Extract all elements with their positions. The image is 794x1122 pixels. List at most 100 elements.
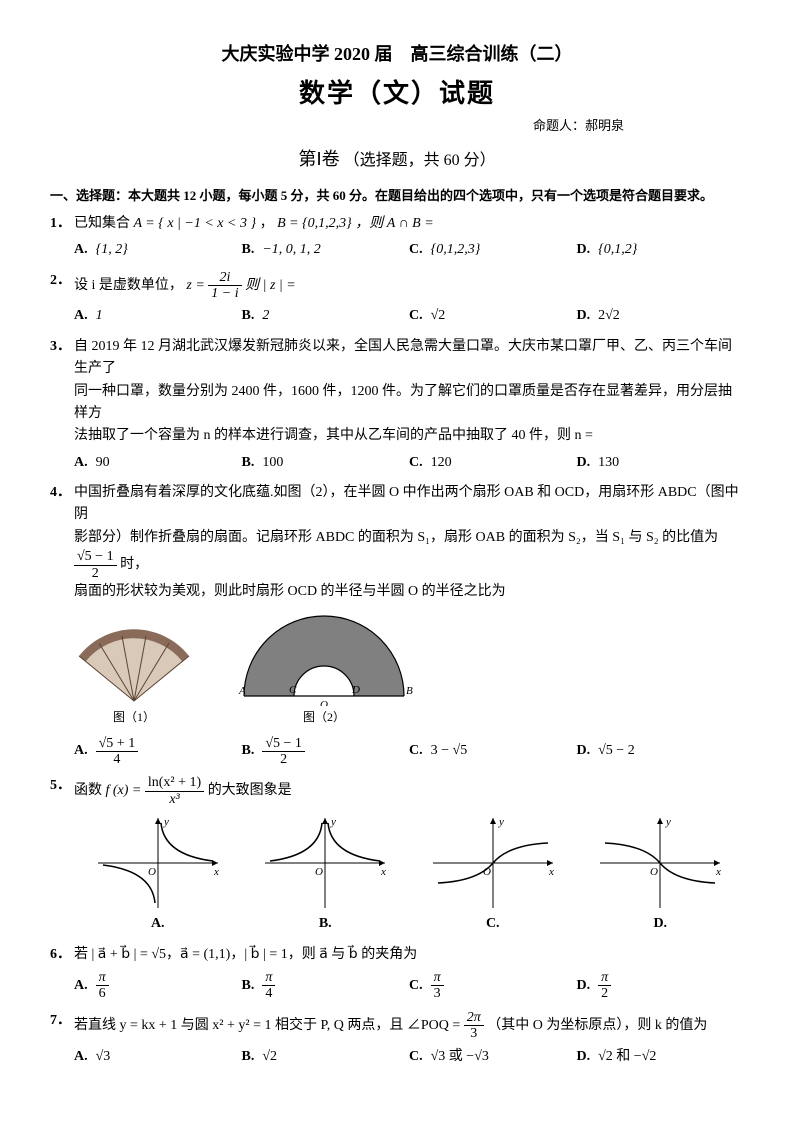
svg-text:y: y: [665, 816, 671, 828]
question-6: 6． 若 | a⃗ + b⃗ | = √5，a⃗ = (1,1)，| b⃗ | …: [50, 944, 744, 1002]
q4-line2b: 时，: [120, 557, 148, 572]
q4-ratio-den: 2: [74, 566, 117, 581]
exam-header-school: 大庆实验中学 2020 届 高三综合训练（二）: [50, 40, 744, 69]
q1-opt-c: {0,1,2,3}: [431, 239, 481, 261]
q7-opt-c: √3 或 −√3: [431, 1046, 489, 1068]
q2-frac-num: 2i: [208, 270, 241, 286]
q1-opt-a-label: A.: [74, 239, 88, 261]
q5-text-pre: 函数: [74, 784, 106, 799]
q3-opt-b-label: B.: [242, 452, 255, 474]
q7-opt-b-label: B.: [242, 1046, 255, 1068]
svg-text:x: x: [213, 866, 219, 878]
q4-opt-c-label: C.: [409, 740, 423, 762]
q5-fnum: ln(x² + 1): [145, 775, 204, 791]
q3-opt-c: 120: [431, 452, 452, 474]
q4-opt-a-label: A.: [74, 740, 88, 762]
q3-opt-b: 100: [262, 452, 283, 474]
q4-ratio: √5 − 1 2: [74, 549, 117, 581]
q7-number: 7．: [50, 1010, 74, 1032]
q5-graphs: x y O A. x y O: [74, 813, 744, 935]
q6-opt-a-label: A.: [74, 975, 88, 997]
q2-opt-c-label: C.: [409, 305, 423, 327]
q5-graph-a: x y O A.: [93, 813, 223, 935]
q4-a-num: √5 + 1: [96, 736, 139, 752]
q4-opt-b-label: B.: [242, 740, 255, 762]
q1-text-pre: 已知集合: [74, 216, 134, 231]
part-desc: （选择题，共 60 分）: [344, 152, 496, 169]
svg-text:x: x: [380, 866, 386, 878]
q5-number: 5．: [50, 775, 74, 797]
q1-sep1: ，: [260, 216, 274, 231]
q4-line3: 扇面的形状较为美观，则此时扇形 OCD 的半径与半圆 O 的半径之比为: [74, 581, 744, 603]
q4-line2a: 影部分）制作折叠扇的扇面。记扇环形 ABDC 的面积为 S₁，扇形 OAB 的面…: [74, 530, 718, 545]
q2-frac-den: 1 − i: [208, 286, 241, 301]
q4-ratio-num: √5 − 1: [74, 549, 117, 565]
q3-opt-d-label: D.: [577, 452, 591, 474]
q6-c-num: π: [431, 970, 444, 986]
q7-opt-a-label: A.: [74, 1046, 88, 1068]
q4-fig2-cap: 图（2）: [234, 708, 414, 727]
q6-body: 若 | a⃗ + b⃗ | = √5，a⃗ = (1,1)，| b⃗ | = 1…: [74, 944, 744, 966]
q7-opt-d: √2 和 −√2: [598, 1046, 656, 1068]
question-2: 2． 设 i 是虚数单位， z = 2i 1 − i 则 | z | = A.1…: [50, 270, 744, 328]
question-7: 7． 若直线 y = kx + 1 与圆 x² + y² = 1 相交于 P, …: [50, 1010, 744, 1068]
q5-frac: ln(x² + 1) x³: [145, 775, 204, 807]
section-1-heading: 一、选择题：本大题共 12 小题，每小题 5 分，共 60 分。在题目给出的四个…: [50, 186, 744, 207]
q1-opt-d-label: D.: [577, 239, 591, 261]
svg-text:A: A: [238, 685, 246, 697]
q6-c-den: 3: [431, 986, 444, 1001]
svg-text:y: y: [163, 816, 169, 828]
q1-body: 已知集合 A = { x | −1 < x < 3 } ， B = {0,1,2…: [74, 213, 744, 235]
part-number: 第Ⅰ卷: [298, 149, 339, 169]
q4-opt-d-label: D.: [577, 740, 591, 762]
q4-options: A. √5 + 1 4 B. √5 − 1 2 C.3 − √5 D.√5 − …: [74, 736, 744, 768]
q7-options: A.√3 B.√2 C.√3 或 −√3 D.√2 和 −√2: [74, 1046, 744, 1068]
q6-opt-d-label: D.: [577, 975, 591, 997]
graph-d-icon: x y O: [595, 813, 725, 913]
q5-tail: 的大致图象是: [208, 784, 292, 799]
q1-opt-d: {0,1,2}: [598, 239, 637, 261]
q6-opt-b: π4: [262, 970, 275, 1002]
semicircle-diagram: A B C D O: [234, 611, 414, 706]
q4-number: 4．: [50, 482, 74, 504]
svg-text:O: O: [148, 866, 156, 878]
q3-opt-a-label: A.: [74, 452, 88, 474]
q4-figures: 图（1） A B C D O 图（2）: [74, 611, 744, 727]
exam-title: 数学（文）试题: [50, 73, 744, 115]
q3-options: A.90 B.100 C.120 D.130: [74, 452, 744, 474]
q2-options: A.1 B.2 C.√2 D.2√2: [74, 305, 744, 327]
q2-opt-a: 1: [96, 305, 103, 327]
q5-opt-b: B.: [260, 913, 390, 935]
part-label: 第Ⅰ卷 （选择题，共 60 分）: [50, 145, 744, 174]
q3-number: 3．: [50, 336, 74, 358]
q1-opt-a: {1, 2}: [96, 239, 128, 261]
q3-line2: 同一种口罩，数量分别为 2400 件，1600 件，1200 件。为了解它们的口…: [74, 381, 744, 426]
q2-frac: 2i 1 − i: [208, 270, 241, 302]
q6-opt-c: π3: [431, 970, 444, 1002]
q3-body: 自 2019 年 12 月湖北武汉爆发新冠肺炎以来，全国人民急需大量口罩。大庆市…: [74, 336, 744, 448]
svg-text:O: O: [320, 699, 328, 706]
q1-opt-c-label: C.: [409, 239, 423, 261]
graph-a-icon: x y O: [93, 813, 223, 913]
q6-a-den: 6: [96, 986, 109, 1001]
q5-opt-a: A.: [93, 913, 223, 935]
q7-text-a: 若直线 y = kx + 1 与圆 x² + y² = 1 相交于 P, Q 两…: [74, 1018, 464, 1033]
q5-graph-c: x y O C.: [428, 813, 558, 935]
q6-d-den: 2: [598, 986, 611, 1001]
q4-b-den: 2: [262, 752, 305, 767]
q7-opt-d-label: D.: [577, 1046, 591, 1068]
svg-text:y: y: [330, 816, 336, 828]
q2-body: 设 i 是虚数单位， z = 2i 1 − i 则 | z | =: [74, 270, 744, 302]
q7-ang-den: 3: [464, 1026, 484, 1041]
q5-graph-d: x y O D.: [595, 813, 725, 935]
q3-opt-c-label: C.: [409, 452, 423, 474]
svg-text:y: y: [498, 816, 504, 828]
q2-opt-c: √2: [431, 305, 446, 327]
q6-opt-a: π6: [96, 970, 109, 1002]
q1-number: 1．: [50, 213, 74, 235]
q6-opt-d: π2: [598, 970, 611, 1002]
q6-number: 6．: [50, 944, 74, 966]
q1-set-b: B = {0,1,2,3}: [277, 216, 352, 231]
q4-fig1: 图（1）: [74, 616, 194, 727]
q4-line1: 中国折叠扇有着深厚的文化底蕴.如图（2），在半圆 O 中作出两个扇形 OAB 和…: [74, 482, 744, 527]
